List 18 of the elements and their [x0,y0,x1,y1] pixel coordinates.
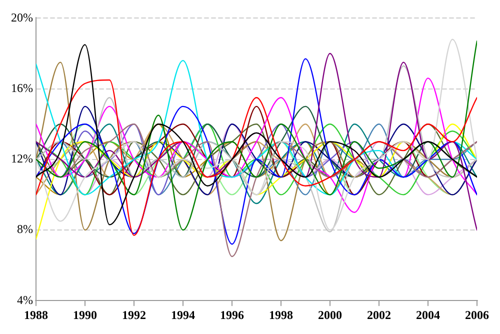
x-tick-label: 1990 [72,308,97,322]
x-tick-label: 1998 [269,308,293,322]
line-series [36,106,477,196]
line-series [36,60,477,196]
x-tick-label: 2002 [367,308,391,322]
y-tick-label: 16% [10,80,33,95]
x-tick-label: 2000 [318,308,342,322]
x-tick-label: 1988 [24,308,48,322]
x-tick-label: 1996 [220,308,244,322]
y-tick-label: 20% [10,10,33,24]
x-tick-label: 2004 [416,308,440,322]
x-tick-label: 2006 [465,308,489,322]
y-tick-label: 12% [10,152,33,166]
x-tick-label: 1992 [122,308,146,322]
line-series [36,78,477,213]
y-tick-label: 4% [16,292,33,307]
y-tick-label: 8% [16,222,33,236]
x-tick-label: 1994 [170,308,195,322]
